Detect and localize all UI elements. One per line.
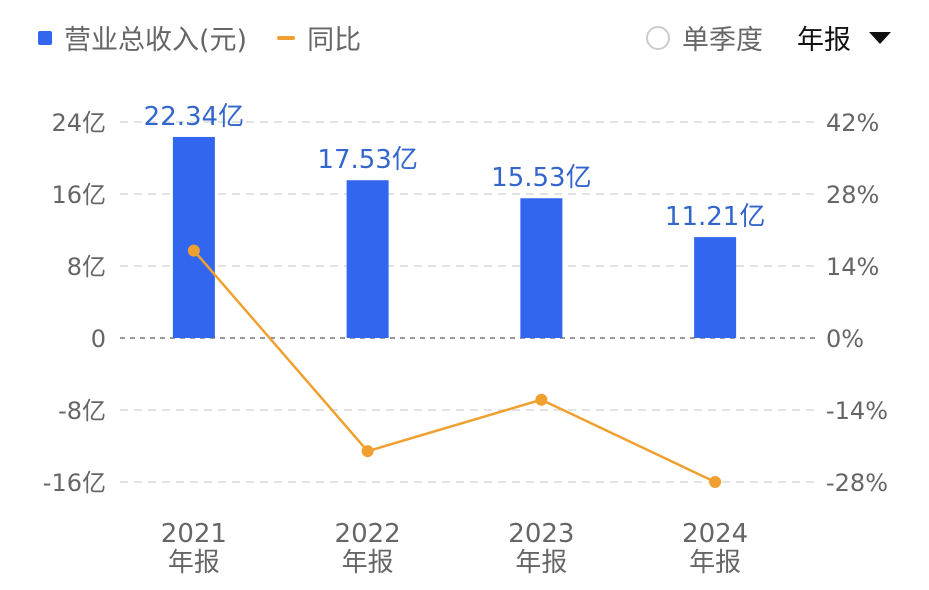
y-left-tick-label: 16亿 (51, 181, 106, 209)
x-category-label: 2022 年报 (335, 519, 401, 578)
y-right-tick-label: 0% (826, 325, 864, 353)
quarterly-radio[interactable] (646, 25, 670, 50)
legend-swatch-bar (38, 30, 52, 45)
legend: 营业总收入(元) 同比 (38, 18, 391, 57)
period-controls: 单季度 年报 (646, 18, 891, 57)
legend-item-yoy[interactable]: 同比 (277, 18, 361, 57)
y-right-tick-label: -14% (826, 397, 888, 425)
legend-swatch-line (277, 35, 296, 40)
y-left-tick-label: -8亿 (58, 397, 106, 425)
y-left-tick-label: 24亿 (51, 109, 106, 137)
chevron-down-icon[interactable] (869, 31, 891, 44)
x-category-label: 2023 年报 (508, 519, 574, 578)
bar-data-label: 22.34亿 (144, 102, 244, 132)
legend-item-revenue[interactable]: 营业总收入(元) (38, 18, 247, 57)
yoy-point (187, 244, 200, 257)
legend-label-yoy: 同比 (307, 25, 362, 56)
y-left-tick-label: -16亿 (43, 469, 106, 497)
y-right-tick-label: 14% (826, 253, 879, 281)
x-category-label: 2021 年报 (161, 519, 227, 578)
yoy-line (192, 249, 716, 484)
y-right-tick-label: 28% (826, 181, 879, 209)
y-right-tick-label: 42% (826, 109, 879, 137)
quarterly-label[interactable]: 单季度 (682, 25, 763, 56)
yoy-point (361, 445, 374, 458)
y-left-tick-label: 8亿 (67, 253, 106, 281)
x-category-label: 2024 年报 (682, 519, 748, 578)
legend-label-revenue: 营业总收入(元) (64, 25, 248, 56)
bar-data-label: 11.21亿 (665, 202, 765, 232)
period-select-value: 年报 (797, 25, 851, 56)
bar (694, 237, 737, 338)
yoy-point (709, 476, 722, 488)
bar (520, 198, 563, 338)
yoy-point (535, 393, 548, 406)
y-right-tick-label: -28% (826, 469, 888, 497)
bar (172, 136, 215, 338)
y-left-tick-label: 0 (91, 325, 106, 353)
bar-data-label: 17.53亿 (317, 145, 417, 175)
bar-data-label: 15.53亿 (491, 163, 591, 193)
bar (346, 180, 389, 338)
period-select[interactable]: 年报 (797, 18, 891, 57)
